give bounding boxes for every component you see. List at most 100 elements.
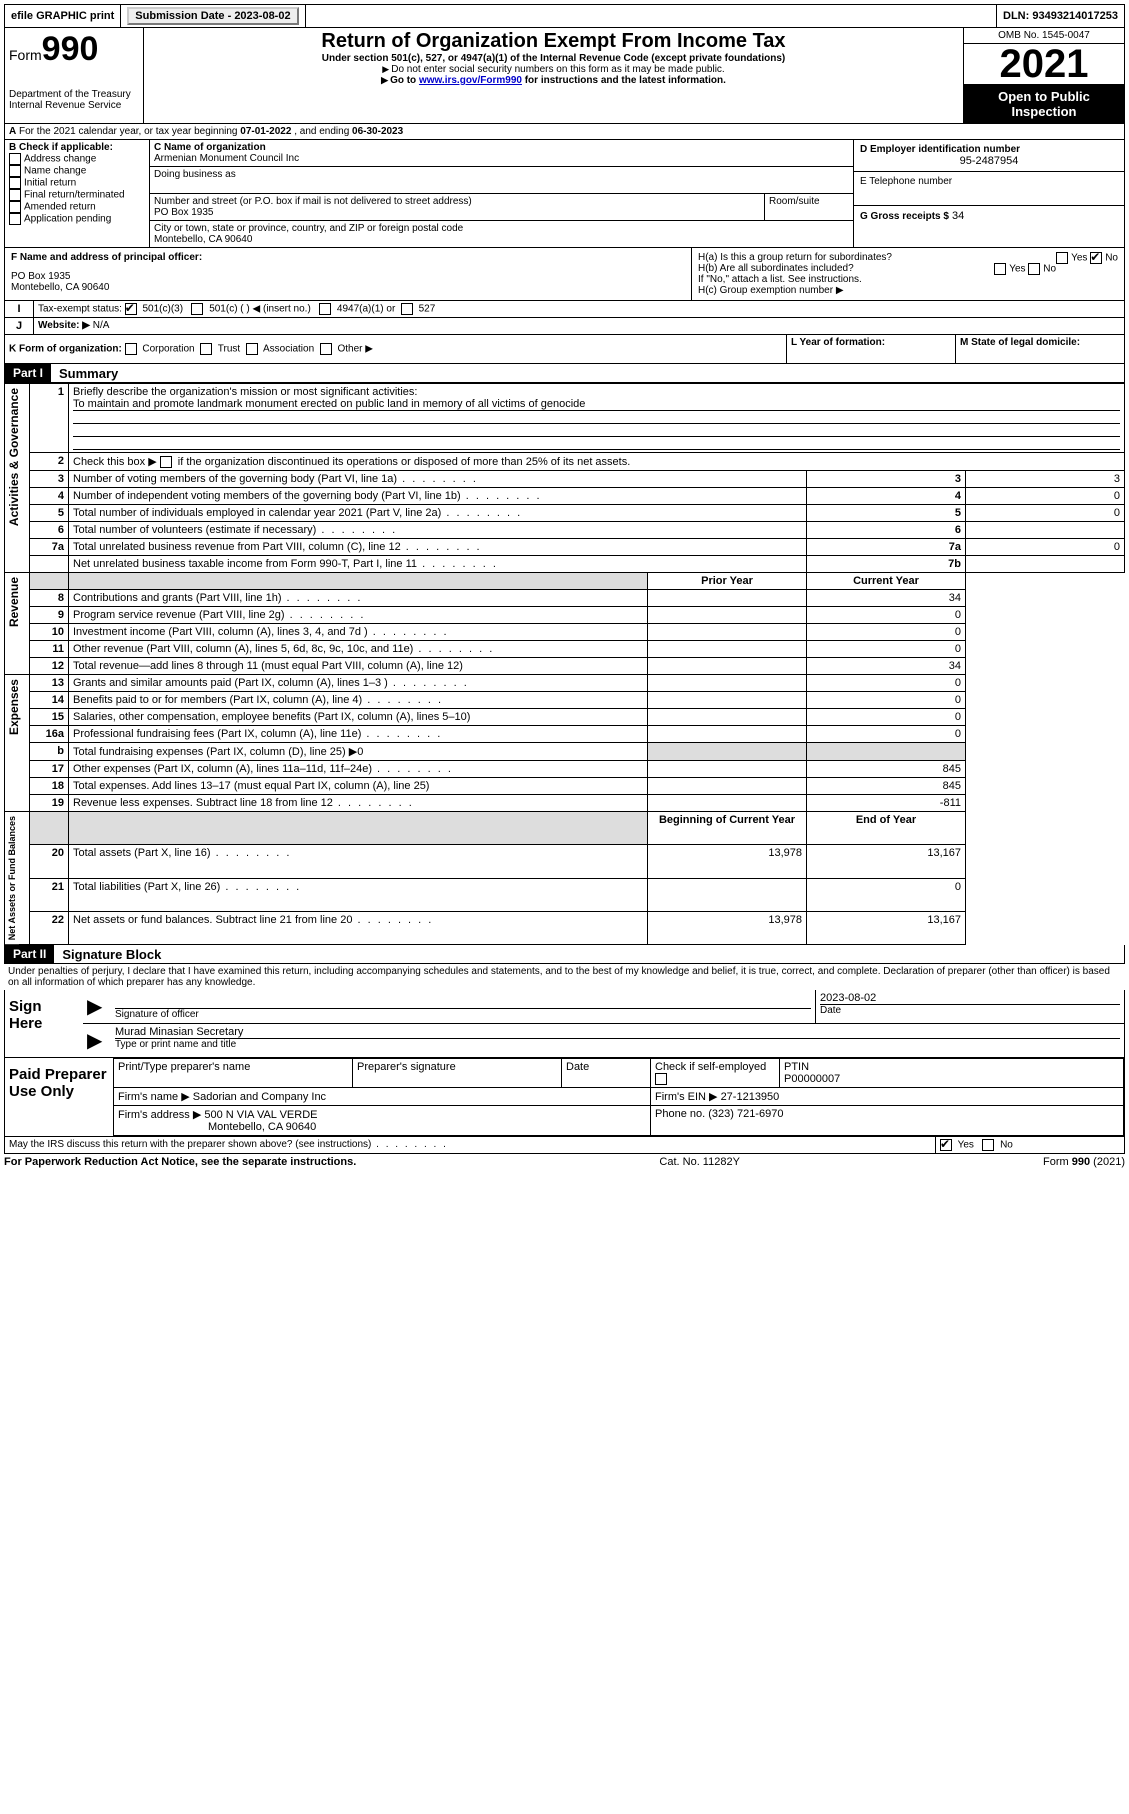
rev-row-8: 8Contributions and grants (Part VIII, li… [5,590,1125,607]
box-c-label: C Name of organization [154,142,266,153]
irs-label: Internal Revenue Service [9,100,139,111]
box-l: L Year of formation: [787,335,956,363]
box-e: E Telephone number [854,172,1124,206]
v: 0 [966,539,1125,556]
box-m: M State of legal domicile: [956,335,1124,363]
k-assoc[interactable] [246,343,258,355]
k-o0: Corporation [142,344,194,355]
t: Total number of individuals employed in … [69,505,807,522]
i-label: I [5,301,34,317]
discuss-yes[interactable] [940,1139,952,1151]
opt-name[interactable]: Name change [9,165,145,177]
i-o4: 527 [419,304,436,315]
p [648,590,807,607]
sig-officer-label: Signature of officer [115,1009,811,1020]
check-self-label: Check if self-employed [655,1061,766,1073]
n: 13 [30,675,69,692]
submission-button[interactable]: Submission Date - 2023-08-02 [127,7,298,25]
phone-label: Phone no. [655,1108,705,1120]
i-o3: 4947(a)(1) or [337,304,395,315]
ha-no[interactable] [1090,252,1102,264]
opt-final[interactable]: Final return/terminated [9,189,145,201]
dln-label: DLN: 93493214017253 [1003,10,1118,22]
i-501c3[interactable] [125,303,137,315]
box-d-label: D Employer identification number [860,144,1118,155]
box-c-city: City or town, state or province, country… [150,221,853,247]
hb-no[interactable] [1028,263,1040,275]
header-right: OMB No. 1545-0047 2021 Open to Public In… [963,28,1124,123]
officer-line1: PO Box 1935 [11,271,685,282]
website-value: N/A [93,320,110,331]
part1-header: Part I [5,364,51,382]
n: 11 [30,641,69,658]
opt-initial[interactable]: Initial return [9,177,145,189]
note2-pre: Go to [390,75,419,86]
opt-address[interactable]: Address change [9,153,145,165]
i-501c[interactable] [191,303,203,315]
firm-addr-label: Firm's address ▶ [118,1109,201,1121]
rn: 7b [807,556,966,573]
firm-ein: 27-1213950 [721,1091,780,1103]
t: Other expenses (Part IX, column (A), lin… [69,761,648,778]
firm-name-label: Firm's name ▶ [118,1091,190,1103]
ha-yes[interactable] [1056,252,1068,264]
k-trust[interactable] [200,343,212,355]
city-value: Montebello, CA 90640 [154,234,252,245]
t: Other revenue (Part VIII, column (A), li… [69,641,648,658]
k-corp[interactable] [125,343,137,355]
n: 3 [30,471,69,488]
part1-table: Activities & Governance 1 Briefly descri… [4,383,1125,945]
sig-date-cell: 2023-08-02 Date [815,990,1124,1023]
p [648,726,807,743]
h-b: H(b) Are all subordinates included? Yes … [698,263,1118,274]
k-other[interactable] [320,343,332,355]
side-net: Net Assets or Fund Balances [5,812,19,944]
self-employed-checkbox[interactable] [655,1073,667,1085]
p [648,675,807,692]
n: 9 [30,607,69,624]
t: Contributions and grants (Part VIII, lin… [69,590,648,607]
discuss-no[interactable] [982,1139,994,1151]
sign-here-block: Sign Here ▶ Signature of officer 2023-08… [4,990,1125,1058]
street-label: Number and street (or P.O. box if mail i… [154,196,472,207]
i-4947[interactable] [319,303,331,315]
q2-num: 2 [30,453,69,471]
footer-left: For Paperwork Reduction Act Notice, see … [4,1156,356,1168]
hb-yes[interactable] [994,263,1006,275]
c: 0 [807,726,966,743]
exp-row-14: 14Benefits paid to or for members (Part … [5,692,1125,709]
col-current: Current Year [807,573,966,590]
h-c: H(c) Group exemption number ▶ [698,285,1118,296]
opt-pending[interactable]: Application pending [9,213,145,225]
declaration: Under penalties of perjury, I declare th… [4,964,1125,990]
opt-amended[interactable]: Amended return [9,201,145,213]
rn: 6 [807,522,966,539]
p [648,692,807,709]
tax-status-label: Tax-exempt status: [38,304,122,315]
c: 13,167 [807,911,966,944]
exp-row-17: 17Other expenses (Part IX, column (A), l… [5,761,1125,778]
p: 13,978 [648,911,807,944]
officer-line2: Montebello, CA 90640 [11,282,685,293]
p [648,641,807,658]
t: Professional fundraising fees (Part IX, … [69,726,648,743]
discuss-label: May the IRS discuss this return with the… [5,1137,936,1153]
discuss-row: May the IRS discuss this return with the… [4,1137,1125,1154]
i-527[interactable] [401,303,413,315]
q2-checkbox[interactable] [160,456,172,468]
c: 34 [807,590,966,607]
officer-name-cell: Murad Minasian Secretary Type or print n… [111,1024,1124,1057]
box-j: Website: ▶ N/A [34,318,1124,334]
firm-name-cell: Firm's name ▶ Sadorian and Company Inc [114,1088,651,1106]
efile-cell: efile GRAPHIC print [5,5,121,27]
t: Revenue less expenses. Subtract line 18 … [69,795,648,812]
form-990: 990 [42,30,99,68]
q1-text: To maintain and promote landmark monumen… [73,398,1120,411]
p [648,658,807,675]
t: Total assets (Part X, line 16) [69,845,648,878]
irs-link[interactable]: www.irs.gov/Form990 [419,75,522,86]
note2-post: for instructions and the latest informat… [522,75,726,86]
row-j: J Website: ▶ N/A [4,318,1125,335]
part1-title: Summary [51,366,118,381]
rn: 7a [807,539,966,556]
